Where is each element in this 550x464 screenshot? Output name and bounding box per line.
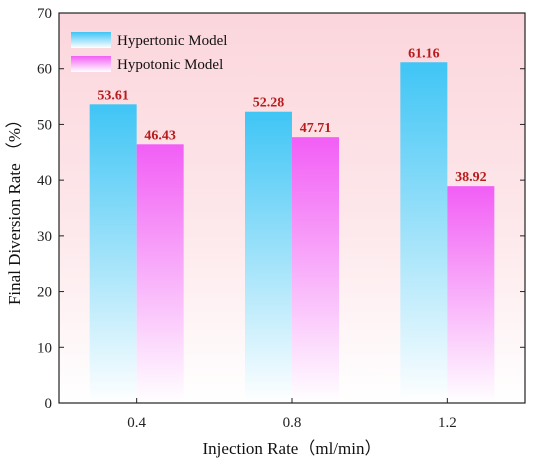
bar-hypotonic-1 [292,137,339,404]
y-axis-title: Final Diversion Rate （%） [5,111,24,305]
x-axis-title: Injection Rate（ml/min） [203,439,382,458]
value-labels-layer: 53.61 46.43 52.28 47.71 61.16 38.92 [97,46,486,185]
data-label: 53.61 [97,88,129,103]
bar-hypertonic-1 [245,111,292,404]
x-axis: 0.4 0.8 1.2 [127,398,457,431]
bars-layer [89,62,495,404]
y-tick-label: 10 [37,340,52,356]
data-label: 46.43 [144,128,176,143]
x-tick-label: 0.8 [283,415,302,431]
legend: Hypertonic Model Hypotonic Model [71,32,227,73]
y-tick-label: 40 [37,173,52,189]
y-tick-label: 30 [37,229,52,245]
y-tick-label: 20 [37,285,52,301]
y-tick-label: 50 [37,117,52,133]
bar-hypotonic-0 [136,144,184,403]
y-tick-label: 0 [45,396,53,412]
legend-swatch [71,56,111,72]
y-tick-label: 60 [37,62,52,78]
data-label: 38.92 [455,170,487,185]
data-label: 52.28 [253,96,285,111]
legend-swatch [71,32,111,48]
legend-label: Hypotonic Model [117,57,223,73]
x-tick-label: 0.4 [127,415,146,431]
legend-label: Hypertonic Model [117,33,227,49]
data-label: 47.71 [300,121,332,136]
y-tick-label: 70 [37,6,52,22]
bar-hypertonic-0 [89,104,137,404]
bar-hypotonic-2 [447,186,495,403]
x-tick-label: 1.2 [438,415,457,431]
data-label: 61.16 [408,46,440,61]
y-axis: 0 10 20 30 40 50 60 70 [37,6,525,412]
bar-hypertonic-2 [400,62,448,403]
